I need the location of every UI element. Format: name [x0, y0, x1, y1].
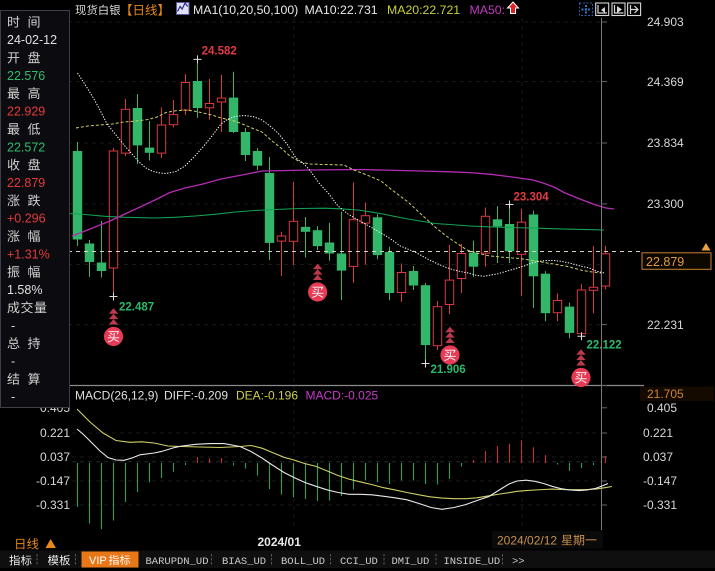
- svg-text:22.929: 22.929: [7, 105, 45, 119]
- svg-text:24.369: 24.369: [647, 75, 684, 89]
- svg-text:INSIDE_UD: INSIDE_UD: [444, 556, 501, 568]
- svg-text:BIAS_UD: BIAS_UD: [222, 556, 266, 568]
- svg-text:-0.331: -0.331: [643, 498, 677, 512]
- svg-text:-0.331: -0.331: [36, 498, 70, 512]
- svg-text:+0.296: +0.296: [7, 212, 46, 226]
- svg-text:0.405: 0.405: [647, 401, 677, 415]
- svg-text:MA10:22.731: MA10:22.731: [305, 3, 378, 17]
- svg-text:22.572: 22.572: [7, 140, 45, 154]
- svg-text:-: -: [11, 355, 15, 369]
- svg-text:2024/02/12: 2024/02/12: [497, 534, 557, 548]
- svg-text:>>: >>: [512, 556, 525, 568]
- svg-text:24-02-12: 24-02-12: [7, 33, 57, 47]
- svg-text:VIP: VIP: [89, 555, 107, 567]
- svg-text:0.221: 0.221: [643, 426, 673, 440]
- svg-text:21.705: 21.705: [647, 387, 684, 401]
- svg-text:22.487: 22.487: [119, 302, 154, 314]
- svg-text:22.879: 22.879: [7, 176, 45, 190]
- svg-text:23.304: 23.304: [514, 192, 550, 204]
- svg-text:BARUPDN_UD: BARUPDN_UD: [146, 556, 209, 568]
- svg-text:+1.31%: +1.31%: [7, 247, 50, 261]
- svg-text:0.037: 0.037: [643, 450, 673, 464]
- svg-text:-0.147: -0.147: [36, 474, 70, 488]
- svg-text:MACD(26,12,9): MACD(26,12,9): [75, 389, 158, 403]
- svg-text:MA1(10,20,50,100): MA1(10,20,50,100): [193, 3, 298, 17]
- svg-text:23.300: 23.300: [647, 197, 684, 211]
- svg-text:23.834: 23.834: [647, 136, 684, 150]
- svg-text:24.582: 24.582: [202, 46, 237, 58]
- svg-text:-0.147: -0.147: [643, 474, 677, 488]
- svg-text:22.122: 22.122: [587, 339, 622, 351]
- svg-text:CCI_UD: CCI_UD: [340, 556, 378, 568]
- svg-text:22.879: 22.879: [646, 255, 684, 269]
- svg-text:21.906: 21.906: [431, 364, 466, 376]
- svg-text:MACD:-0.025: MACD:-0.025: [306, 389, 379, 403]
- svg-text:24.903: 24.903: [647, 15, 684, 29]
- svg-text:22.231: 22.231: [647, 318, 684, 332]
- svg-text:DIFF:-0.209: DIFF:-0.209: [164, 389, 228, 403]
- svg-text:MA50:: MA50:: [470, 3, 506, 17]
- svg-text:DMI_UD: DMI_UD: [392, 556, 430, 568]
- svg-text:0.221: 0.221: [40, 426, 70, 440]
- svg-text:-: -: [11, 319, 15, 333]
- svg-text:DEA:-0.196: DEA:-0.196: [236, 389, 298, 403]
- svg-text:MA20:22.721: MA20:22.721: [387, 3, 460, 17]
- svg-text:0.037: 0.037: [40, 450, 70, 464]
- svg-text:22.576: 22.576: [7, 69, 45, 83]
- svg-text:2024/01: 2024/01: [258, 535, 302, 549]
- svg-text:1.58%: 1.58%: [7, 283, 42, 297]
- svg-text:BOLL_UD: BOLL_UD: [281, 556, 325, 568]
- svg-text:-: -: [11, 390, 15, 404]
